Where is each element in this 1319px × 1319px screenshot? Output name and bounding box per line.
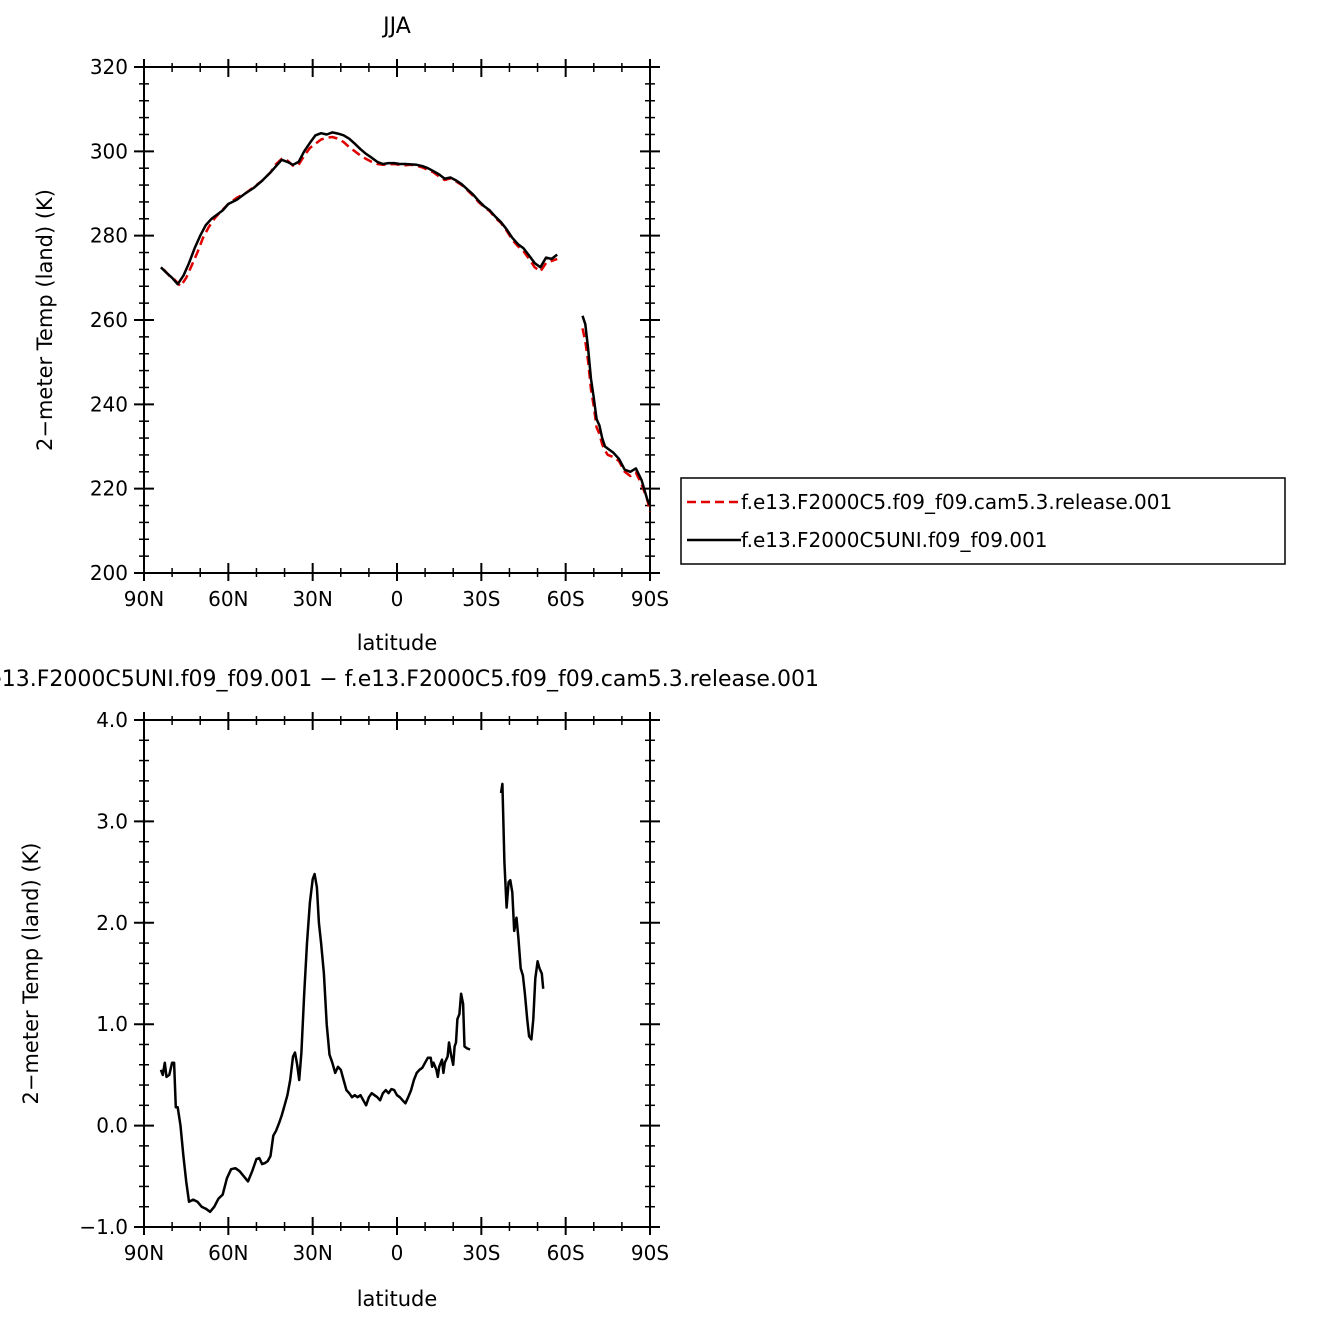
x-tick-label: 0: [391, 587, 404, 611]
series-line-1-segment-1: [581, 315, 652, 507]
y-tick-label: 0.0: [96, 1114, 128, 1138]
x-tick-label: 90S: [631, 587, 669, 611]
x-tick-label: 90S: [631, 1241, 669, 1265]
y-tick-label: −1.0: [79, 1215, 128, 1239]
x-tick-label: 60S: [547, 1241, 585, 1265]
x-tick-label: 30S: [462, 1241, 500, 1265]
bottom-chart-difference: f.e13.F2000C5UNI.f09_f09.001 − f.e13.F20…: [0, 667, 819, 1311]
series-line-1-segment-0: [160, 131, 558, 286]
y-axis-title: 2−meter Temp (land) (K): [33, 189, 57, 451]
x-tick-label: 30N: [292, 1241, 332, 1265]
x-tick-label: 90N: [124, 587, 164, 611]
y-tick-label: 280: [90, 224, 128, 248]
series-line-0-segment-1: [499, 782, 545, 1041]
chart-title: JJA: [381, 14, 411, 39]
series-line-0-segment-1: [581, 328, 652, 513]
series-line-0-segment-0: [162, 135, 558, 288]
x-tick-label: 0: [391, 1241, 404, 1265]
y-axis-title: 2−meter Temp (land) (K): [19, 843, 43, 1105]
y-tick-label: 1.0: [96, 1012, 128, 1036]
y-tick-label: 2.0: [96, 911, 128, 935]
y-tick-label: 320: [90, 55, 128, 79]
y-tick-label: 260: [90, 308, 128, 332]
x-tick-label: 30N: [292, 587, 332, 611]
legend-box: [680, 477, 1286, 565]
x-tick-label: 60S: [547, 587, 585, 611]
legend-label: f.e13.F2000C5.f09_f09.cam5.3.release.001: [741, 490, 1172, 514]
y-tick-label: 220: [90, 477, 128, 501]
x-tick-label: 90N: [124, 1241, 164, 1265]
series-line-0-segment-0: [159, 872, 471, 1214]
x-axis-title: latitude: [357, 631, 438, 655]
x-tick-label: 30S: [462, 587, 500, 611]
y-tick-label: 4.0: [96, 708, 128, 732]
legend-label: f.e13.F2000C5UNI.f09_f09.001: [741, 528, 1048, 552]
x-axis-title: latitude: [357, 1287, 438, 1311]
x-tick-label: 60N: [208, 587, 248, 611]
y-tick-label: 300: [90, 139, 128, 163]
y-tick-label: 3.0: [96, 809, 128, 833]
y-tick-label: 200: [90, 561, 128, 585]
y-tick-label: 240: [90, 392, 128, 416]
legend: f.e13.F2000C5.f09_f09.cam5.3.release.001…: [680, 477, 1286, 565]
top-chart-temperature: JJA latitude 2−meter Temp (land) (K) 90N 60N…: [33, 14, 1286, 655]
chart-title: f.e13.F2000C5UNI.f09_f09.001 − f.e13.F20…: [0, 667, 819, 692]
x-tick-label: 60N: [208, 1241, 248, 1265]
